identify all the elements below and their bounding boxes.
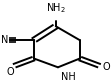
Text: NH: NH [61,72,76,82]
Text: O: O [6,67,14,77]
Text: NH$_2$: NH$_2$ [46,1,66,15]
Text: O: O [103,62,110,72]
Text: N: N [1,35,8,45]
